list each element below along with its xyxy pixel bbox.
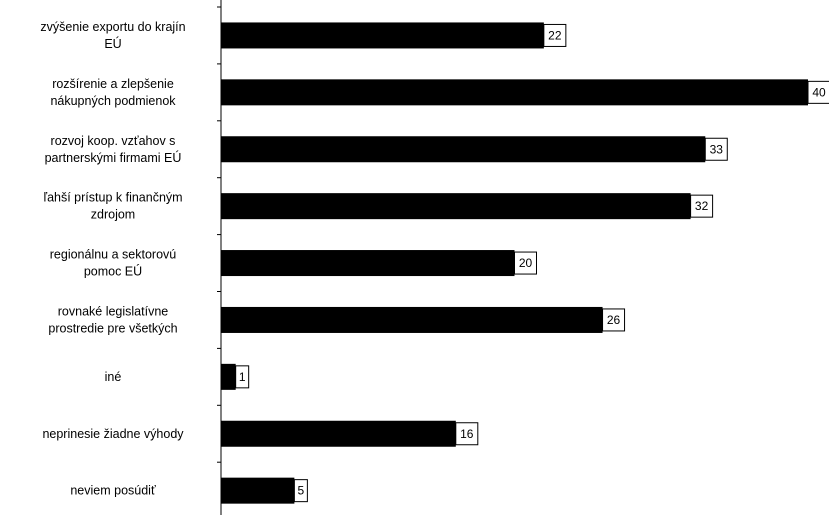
bar [221,22,544,49]
data-label: 40 [812,85,826,99]
data-label: 1 [239,370,246,384]
category-label: iné [105,370,122,384]
category-label: zvýšenie exportu do krajín EÚ [40,20,185,51]
category-label: regionálnu a sektorovú pomoc EÚ [50,248,177,279]
bar [221,306,603,333]
data-label: 22 [548,28,562,42]
data-label: 20 [519,256,533,270]
bar [221,136,706,163]
bar [221,193,691,220]
data-label-box [293,479,308,503]
bar [221,250,515,277]
data-label-box [514,251,537,275]
bar [221,363,236,390]
data-label-box [602,308,626,332]
labels-layer: zvýšenie exportu do krajín EÚ 22 rozšírenie… [40,20,829,503]
category-label: rozvoj koop. vzťahov s partnerskými firma… [45,134,182,165]
bars-layer [221,22,808,504]
data-label-box [455,422,479,446]
axis-layer [217,0,222,515]
data-label: 26 [607,313,621,327]
data-label: 5 [298,484,305,498]
bar [221,477,295,504]
category-label: ľahší prístup k finančným zdrojom [43,191,182,222]
data-label: 32 [695,199,709,213]
category-label: neviem posúdiť [70,484,156,498]
bar [221,420,456,447]
data-label: 16 [460,427,474,441]
bar [221,79,808,106]
category-label: neprinesie žiadne výhody [42,427,184,441]
data-label-box [690,194,714,218]
data-label: 33 [710,142,724,156]
category-label: rovnaké legislatívne prostredie pre všetk… [48,304,177,335]
data-label-box [807,80,829,104]
data-label-box [235,365,250,389]
category-label: rozšírenie a zlepšenie nákupných podmieno… [50,77,176,108]
data-label-box [704,137,728,161]
data-label-box [543,23,567,47]
